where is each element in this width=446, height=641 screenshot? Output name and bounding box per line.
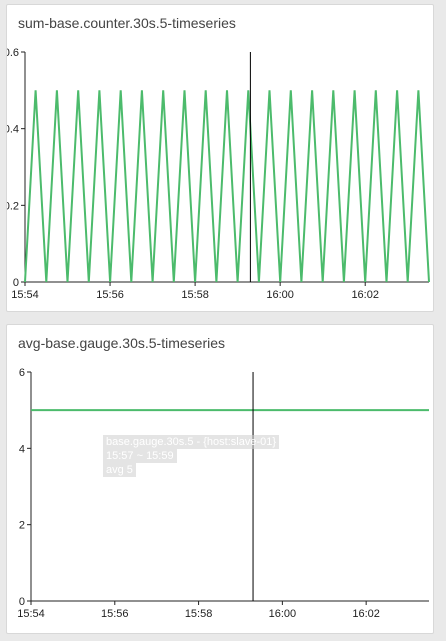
panel-title: avg-base.gauge.30s.5-timeseries bbox=[18, 335, 226, 351]
y-tick-label: 0.4 bbox=[7, 124, 19, 136]
hover-tooltip: base.gauge.30s.5 - {host:slave-01} 15:57… bbox=[103, 435, 280, 477]
x-tick-label: 15:58 bbox=[185, 608, 213, 620]
tooltip-value: avg 5 bbox=[103, 463, 136, 477]
x-tick-label: 15:58 bbox=[181, 289, 209, 301]
y-tick-label: 0.2 bbox=[7, 200, 19, 212]
y-tick-label: 2 bbox=[19, 520, 25, 532]
y-tick-label: 0.6 bbox=[7, 47, 19, 59]
panel-title: sum-base.counter.30s.5-timeseries bbox=[18, 15, 236, 31]
x-tick-label: 16:02 bbox=[351, 289, 379, 301]
x-tick-label: 16:02 bbox=[352, 608, 380, 620]
x-tick-label: 15:54 bbox=[17, 608, 45, 620]
y-tick-label: 6 bbox=[19, 367, 25, 379]
timeseries-panel-counter: sum-base.counter.30s.5-timeseries 0 0.2 0.… bbox=[6, 4, 434, 312]
tooltip-series: base.gauge.30s.5 - {host:slave-01} bbox=[103, 435, 280, 449]
y-tick-label: 0 bbox=[19, 596, 25, 608]
tooltip-time: 15:57 ~ 15:59 bbox=[103, 449, 177, 463]
timeseries-panel-gauge: avg-base.gauge.30s.5-timeseries 0 2 4 6 15:5… bbox=[6, 324, 434, 634]
series-line bbox=[24, 90, 430, 283]
gauge-line-chart[interactable]: 0 2 4 6 15:54 15:56 15:58 16:00 16:02 bbox=[7, 325, 435, 635]
x-tick-label: 15:54 bbox=[11, 289, 39, 301]
x-tick-label: 16:00 bbox=[269, 608, 297, 620]
x-tick-label: 16:00 bbox=[266, 289, 294, 301]
y-tick-label: 4 bbox=[19, 443, 25, 455]
x-tick-label: 15:56 bbox=[101, 608, 129, 620]
counter-line-chart[interactable]: 0 0.2 0.4 0.6 15:54 15:56 15:58 16:00 16:02 bbox=[7, 5, 435, 313]
x-tick-label: 15:56 bbox=[96, 289, 124, 301]
y-tick-label: 0 bbox=[13, 277, 19, 289]
